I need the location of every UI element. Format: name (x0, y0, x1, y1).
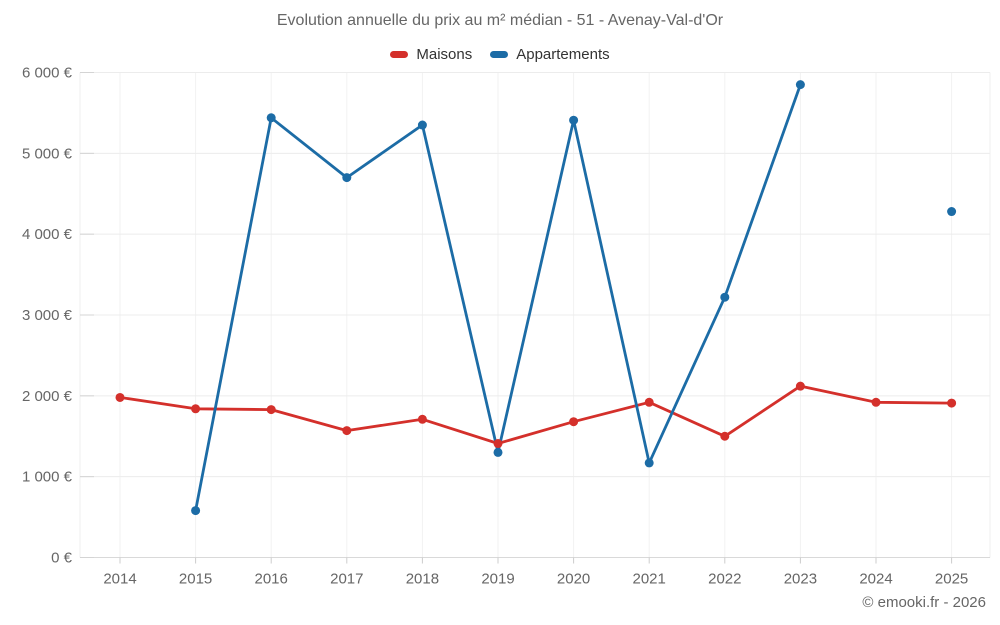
data-point-maisons-2017[interactable] (342, 426, 352, 436)
legend-label-appartements: Appartements (516, 46, 610, 63)
data-point-maisons-2025[interactable] (947, 398, 957, 408)
data-point-appartements-2023[interactable] (795, 80, 805, 90)
data-point-maisons-2016[interactable] (266, 405, 276, 415)
x-axis-label-2024: 2024 (859, 571, 892, 588)
data-point-maisons-2023[interactable] (795, 381, 805, 391)
y-axis-label-6000: 6 000 € (22, 65, 73, 82)
x-axis-label-2018: 2018 (406, 571, 439, 588)
data-point-maisons-2020[interactable] (569, 417, 579, 427)
x-axis-label-2019: 2019 (481, 571, 514, 588)
data-point-maisons-2024[interactable] (871, 397, 881, 407)
chart-legend: Maisons Appartements (0, 46, 1000, 63)
copyright-text: © emooki.fr - 2026 (862, 594, 986, 611)
legend-item-appartements[interactable]: Appartements (490, 46, 610, 63)
chart-title: Evolution annuelle du prix au m² médian … (276, 12, 724, 29)
data-point-appartements-2019[interactable] (493, 447, 503, 457)
y-axis-label-3000: 3 000 € (22, 307, 73, 324)
data-point-appartements-2020[interactable] (569, 115, 579, 125)
x-axis-label-2016: 2016 (255, 571, 288, 588)
data-point-appartements-2017[interactable] (342, 173, 352, 183)
data-point-maisons-2022[interactable] (720, 431, 730, 441)
legend-item-maisons[interactable]: Maisons (390, 46, 472, 63)
x-axis-label-2025: 2025 (935, 571, 968, 588)
x-axis-label-2020: 2020 (557, 571, 590, 588)
data-point-maisons-2014[interactable] (115, 392, 125, 402)
y-axis-label-5000: 5 000 € (22, 145, 73, 162)
y-axis-label-2000: 2 000 € (22, 388, 73, 405)
data-point-maisons-2021[interactable] (644, 397, 654, 407)
legend-label-maisons: Maisons (416, 46, 473, 63)
data-point-maisons-2015[interactable] (191, 404, 201, 414)
x-axis-label-2022: 2022 (708, 571, 741, 588)
maisons-series-swatch-icon (390, 51, 409, 58)
series-line-maisons (118, 384, 953, 445)
x-axis-label-2015: 2015 (179, 571, 212, 588)
x-axis-label-2023: 2023 (784, 571, 817, 588)
data-point-maisons-2018[interactable] (417, 414, 427, 424)
data-point-appartements-2018[interactable] (417, 120, 427, 130)
x-axis-label-2021: 2021 (633, 571, 666, 588)
x-axis-label-2014: 2014 (103, 571, 136, 588)
y-axis-label-1000: 1 000 € (22, 469, 73, 486)
data-point-appartements-2025[interactable] (947, 207, 957, 217)
x-axis-label-2017: 2017 (330, 571, 363, 588)
data-point-maisons-2019[interactable] (493, 439, 503, 449)
appartements-series-swatch-icon (490, 51, 509, 58)
data-point-appartements-2021[interactable] (644, 458, 654, 468)
data-point-appartements-2016[interactable] (266, 113, 276, 123)
data-point-appartements-2022[interactable] (720, 292, 730, 302)
y-axis-label-4000: 4 000 € (22, 226, 73, 243)
data-point-appartements-2015[interactable] (191, 506, 201, 516)
y-axis-label-0: 0 € (51, 550, 73, 567)
